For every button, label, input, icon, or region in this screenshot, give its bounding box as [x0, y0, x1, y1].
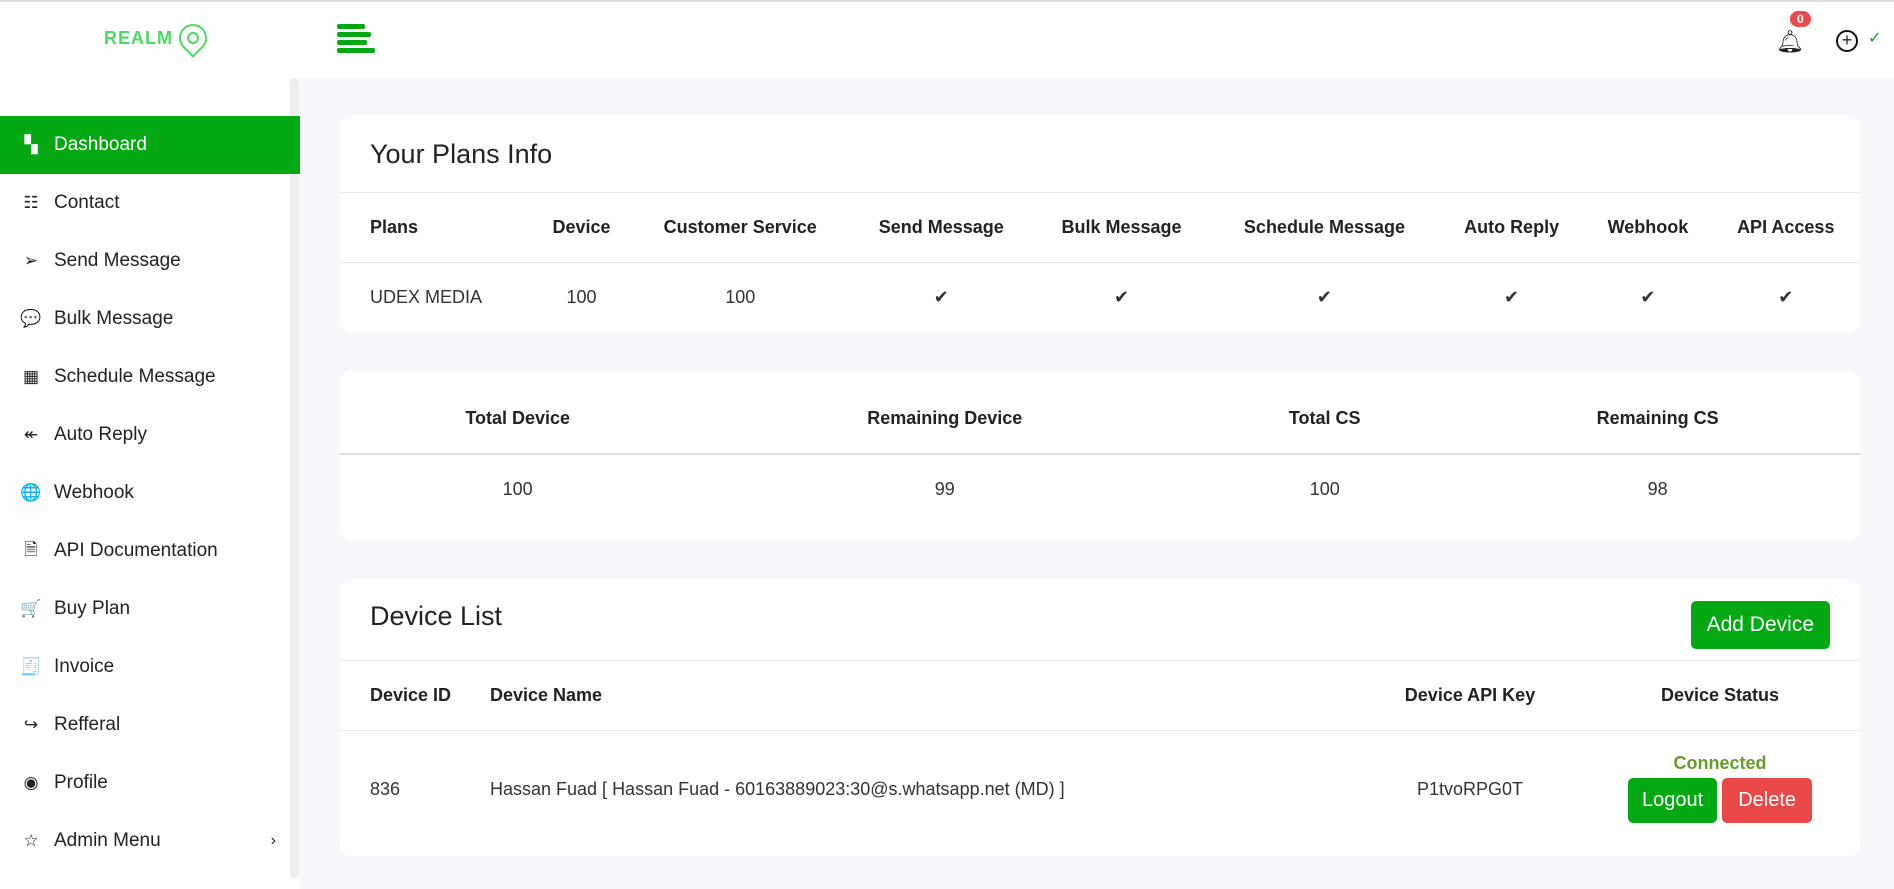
sidebar-item-label: API Documentation — [54, 540, 218, 561]
table-cell: ✔ — [1504, 287, 1520, 307]
sidebar-item-dashboard[interactable]: ▚ Dashboard — [0, 116, 300, 174]
contact-card-icon: ☷ — [23, 193, 39, 212]
sidebar: ▚ Dashboard ☷ Contact ➢ Send Message 💬 Bulk Mes… — [0, 78, 300, 889]
table-row: 836 Hassan Fuad [ Hassan Fuad - 60163889… — [340, 731, 1860, 848]
globe-icon: 🌐 — [20, 483, 42, 502]
chevron-down-icon[interactable]: ✓ — [1868, 30, 1882, 47]
sidebar-item-refferal[interactable]: ↪ Refferal — [0, 696, 290, 754]
column-header: Schedule Message — [1243, 217, 1405, 237]
column-header: Send Message — [878, 217, 1004, 237]
logout-button[interactable]: Logout — [1628, 778, 1718, 823]
sidebar-item-auto-reply[interactable]: ↞ Auto Reply — [0, 406, 290, 464]
column-header: Auto Reply — [1464, 217, 1560, 237]
sidebar-item-label: Buy Plan — [54, 598, 131, 619]
bell-icon[interactable]: 🔔︎ — [1776, 29, 1804, 54]
plans-title: Your Plans Info — [370, 139, 553, 169]
send-icon: ➢ — [23, 251, 39, 270]
invoice-icon: 🧾 — [20, 657, 42, 676]
column-header: Total Device — [465, 408, 571, 428]
sidebar-item-label: Invoice — [54, 656, 115, 677]
dashboard-icon: ▚ — [24, 135, 38, 154]
stats-card: Total Device Remaining Device Total CS Rema… — [340, 372, 1860, 540]
table-cell: UDEX MEDIA — [370, 287, 483, 307]
column-header: Bulk Message — [1061, 217, 1182, 237]
column-header: API Access — [1737, 217, 1835, 237]
sidebar-item-api-documentation[interactable]: 🗎 API Documentation — [0, 522, 290, 580]
sidebar-item-label: Auto Reply — [54, 424, 147, 445]
status-badge: Connected — [1673, 753, 1767, 773]
table-cell: ✔ — [1316, 287, 1332, 307]
chevron-right-icon[interactable]: › — [270, 832, 276, 849]
table-cell: ✔ — [1113, 287, 1130, 307]
device-list-card: Device List Add Device Device ID Device … — [340, 581, 1860, 856]
column-header: Webhook — [1607, 217, 1689, 237]
sidebar-item-profile[interactable]: ◉ Profile — [0, 754, 290, 812]
plus-circle-icon[interactable]: + — [1836, 30, 1858, 52]
sidebar-item-send-message[interactable]: ➢ Send Message — [0, 232, 290, 290]
table-cell: 100 — [1309, 479, 1340, 499]
sidebar-item-contact[interactable]: ☷ Contact — [0, 174, 290, 232]
table-cell: ✔ — [1640, 287, 1656, 307]
notification-badge: 0 — [1790, 11, 1811, 27]
logo[interactable]: REALM — [104, 18, 213, 58]
sidebar-scrollbar[interactable] — [290, 78, 299, 878]
sidebar-item-buy-plan[interactable]: 🛒 Buy Plan — [0, 580, 290, 638]
table-cell: 98 — [1647, 479, 1668, 499]
sidebar-item-label: Send Message — [54, 250, 181, 271]
column-header: Total CS — [1288, 408, 1361, 428]
sidebar-item-label: Contact — [54, 192, 120, 213]
delete-button[interactable]: Delete — [1722, 778, 1812, 823]
table-cell: 99 — [934, 479, 955, 499]
device-api-key: P1tvoRPG0T — [1416, 778, 1524, 799]
table-cell: 100 — [725, 287, 756, 307]
column-header: Remaining CS — [1596, 408, 1719, 428]
sidebar-item-invoice[interactable]: 🧾 Invoice — [0, 638, 290, 696]
sidebar-item-label: Bulk Message — [54, 308, 174, 329]
sidebar-item-label: Refferal — [54, 714, 121, 735]
col-device-status: Device Status — [1660, 685, 1780, 705]
table-cell: ✔ — [933, 287, 949, 307]
table-cell: 100 — [502, 479, 533, 499]
calendar-icon: ▦ — [22, 367, 40, 386]
user-circle-icon: ◉ — [23, 773, 39, 792]
logo-text: REALM — [104, 27, 173, 48]
chat-bubbles-icon: 💬 — [20, 309, 42, 328]
document-icon: 🗎 — [24, 539, 38, 559]
sidebar-item-label: Schedule Message — [54, 366, 216, 387]
device-id: 836 — [370, 778, 401, 799]
device-list-title: Device List — [370, 601, 503, 631]
sidebar-item-admin-menu[interactable]: ☆ Admin Menu › — [0, 812, 290, 870]
plans-card: Your Plans Info Plans Device Customer Serv… — [340, 117, 1860, 332]
column-header: Customer Service — [663, 217, 817, 237]
sidebar-item-label: Profile — [54, 772, 108, 793]
sidebar-item-label: Dashboard — [54, 134, 147, 155]
table-cell: ✔ — [1778, 287, 1794, 307]
column-header: Device — [552, 217, 611, 237]
add-device-button[interactable]: Add Device — [1690, 601, 1830, 649]
device-name: Hassan Fuad [ Hassan Fuad - 60163889023:… — [490, 778, 1065, 799]
top-header: REALM 🔔︎ 0 + ✓ — [0, 2, 1894, 78]
column-header: Plans — [370, 217, 419, 237]
sidebar-item-bulk-message[interactable]: 💬 Bulk Message — [0, 290, 290, 348]
sidebar-item-label: Webhook — [54, 482, 134, 503]
cart-icon: 🛒 — [20, 599, 42, 618]
sidebar-item-webhook[interactable]: 🌐 Webhook — [0, 464, 290, 522]
share-icon: ↪ — [23, 715, 39, 734]
reply-all-icon: ↞ — [23, 425, 39, 444]
star-icon: ☆ — [23, 831, 39, 850]
col-device-api-key: Device API Key — [1404, 685, 1536, 705]
sidebar-item-schedule-message[interactable]: ▦ Schedule Message — [0, 348, 290, 406]
col-device-id: Device ID — [370, 685, 452, 705]
location-pin-icon — [173, 18, 213, 58]
col-device-name: Device Name — [490, 685, 603, 705]
table-cell: 100 — [566, 287, 597, 307]
menu-toggle-icon[interactable] — [337, 24, 377, 54]
column-header: Remaining Device — [867, 408, 1023, 428]
sidebar-item-label: Admin Menu — [54, 830, 161, 851]
